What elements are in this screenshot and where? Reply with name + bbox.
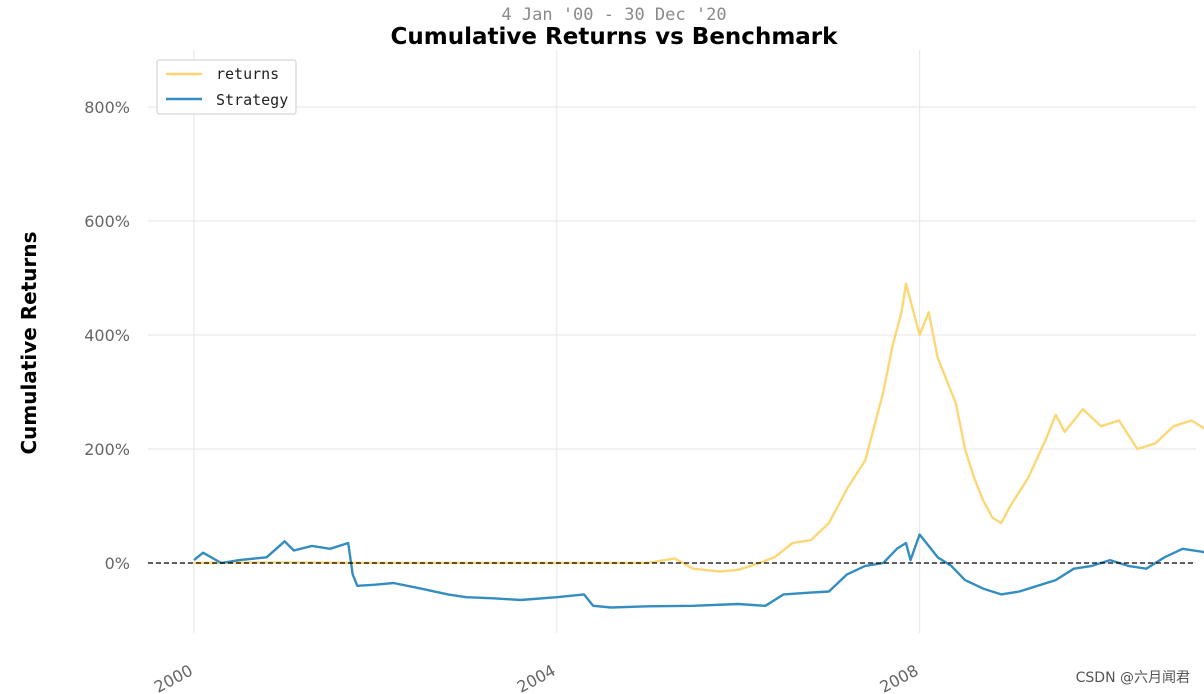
legend: returns Strategy (156, 59, 297, 115)
grid (148, 50, 1196, 633)
chart-title: Cumulative Returns vs Benchmark (391, 24, 839, 50)
x-tick-label-1: 2004 (514, 661, 559, 694)
y-tick-label-1: 200% (84, 440, 130, 459)
y-tick-label-3: 600% (84, 212, 130, 231)
x-tick-labels: 200020042008201220162020 (151, 661, 922, 694)
chart-subtitle: 4 Jan '00 - 30 Dec '20 (501, 5, 726, 25)
y-tick-label-0: 0% (105, 554, 130, 573)
series-line-returns (193, 282, 1204, 573)
x-tick-label-0: 2000 (151, 661, 196, 694)
series-layer (193, 282, 1204, 609)
series-line-strategy (193, 533, 1204, 609)
y-axis-label: Cumulative Returns (17, 231, 41, 454)
legend-label-strategy: Strategy (216, 91, 288, 109)
legend-label-returns: returns (216, 65, 279, 83)
x-tick-label-2: 2008 (877, 661, 922, 694)
y-tick-label-2: 400% (84, 326, 130, 345)
y-tick-label-4: 800% (84, 98, 130, 117)
y-tick-labels: 0% 200% 400% 600% 800% (84, 98, 130, 573)
watermark: CSDN @六月闻君 (1076, 670, 1190, 686)
